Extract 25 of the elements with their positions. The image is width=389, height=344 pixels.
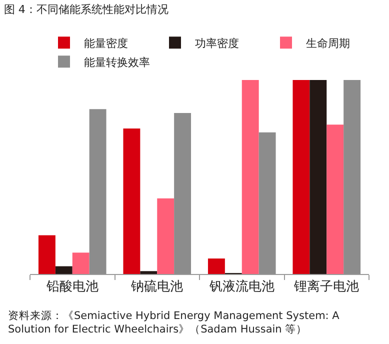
bar <box>174 112 192 274</box>
bar <box>123 128 140 274</box>
bar <box>344 80 361 274</box>
legend-label: 生命周期 <box>306 36 350 50</box>
bar <box>326 124 344 274</box>
bar <box>208 258 225 274</box>
x-tick-label: 钒液流电池 <box>208 278 274 295</box>
chart-title: 图 4：不同储能系统性能对比情况 <box>4 2 168 16</box>
legend-label: 功率密度 <box>195 36 239 50</box>
bar <box>55 266 72 274</box>
x-tick-label: 铅酸电池 <box>45 280 98 295</box>
x-tick-label: 锂离子电池 <box>293 278 360 295</box>
bar <box>310 80 327 274</box>
bar <box>140 271 158 274</box>
bar <box>157 198 174 274</box>
bar <box>72 252 90 274</box>
bar <box>38 235 56 274</box>
bar <box>242 80 259 274</box>
legend-label: 能量密度 <box>84 36 128 50</box>
x-tick-label: 钠硫电池 <box>130 280 184 295</box>
bar <box>292 80 310 274</box>
legend-label: 能量转换效率 <box>84 56 150 69</box>
bar <box>89 109 106 274</box>
bar <box>258 132 276 274</box>
text: 资料来源：《Semiactive Hybrid Energy Management System: A Solution for Electric Wheelchairs》（Sadam Hussain 等） <box>8 309 340 336</box>
